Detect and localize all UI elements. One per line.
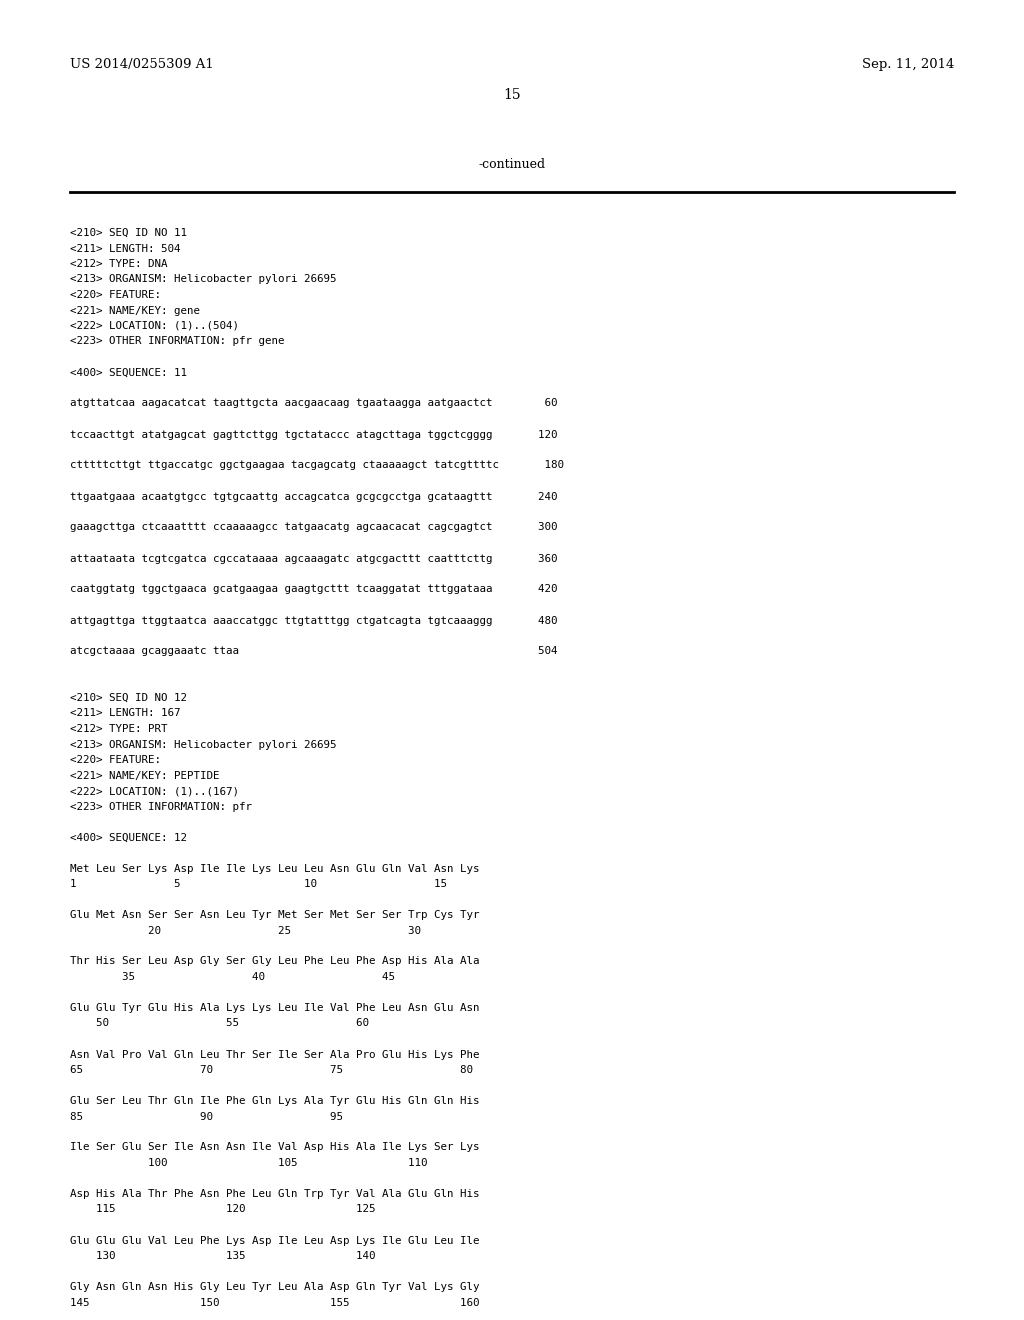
Text: Thr His Ser Leu Asp Gly Ser Gly Leu Phe Leu Phe Asp His Ala Ala: Thr His Ser Leu Asp Gly Ser Gly Leu Phe … [70, 957, 479, 966]
Text: caatggtatg tggctgaaca gcatgaagaa gaagtgcttt tcaaggatat tttggataaa       420: caatggtatg tggctgaaca gcatgaagaa gaagtgc… [70, 585, 557, 594]
Text: 130                 135                 140: 130 135 140 [70, 1251, 376, 1261]
Text: <213> ORGANISM: Helicobacter pylori 26695: <213> ORGANISM: Helicobacter pylori 2669… [70, 275, 337, 285]
Text: <400> SEQUENCE: 12: <400> SEQUENCE: 12 [70, 833, 187, 842]
Text: 115                 120                 125: 115 120 125 [70, 1204, 376, 1214]
Text: attgagttga ttggtaatca aaaccatggc ttgtatttgg ctgatcagta tgtcaaaggg       480: attgagttga ttggtaatca aaaccatggc ttgtatt… [70, 615, 557, 626]
Text: <222> LOCATION: (1)..(504): <222> LOCATION: (1)..(504) [70, 321, 239, 331]
Text: <221> NAME/KEY: PEPTIDE: <221> NAME/KEY: PEPTIDE [70, 771, 219, 780]
Text: <222> LOCATION: (1)..(167): <222> LOCATION: (1)..(167) [70, 785, 239, 796]
Text: gaaagcttga ctcaaatttt ccaaaaagcc tatgaacatg agcaacacat cagcgagtct       300: gaaagcttga ctcaaatttt ccaaaaagcc tatgaac… [70, 523, 557, 532]
Text: <211> LENGTH: 167: <211> LENGTH: 167 [70, 709, 180, 718]
Text: ctttttcttgt ttgaccatgc ggctgaagaa tacgagcatg ctaaaaagct tatcgttttc       180: ctttttcttgt ttgaccatgc ggctgaagaa tacgag… [70, 461, 564, 470]
Text: US 2014/0255309 A1: US 2014/0255309 A1 [70, 58, 214, 71]
Text: Asn Val Pro Val Gln Leu Thr Ser Ile Ser Ala Pro Glu His Lys Phe: Asn Val Pro Val Gln Leu Thr Ser Ile Ser … [70, 1049, 479, 1060]
Text: 20                  25                  30: 20 25 30 [70, 925, 421, 936]
Text: Ile Ser Glu Ser Ile Asn Asn Ile Val Asp His Ala Ile Lys Ser Lys: Ile Ser Glu Ser Ile Asn Asn Ile Val Asp … [70, 1143, 479, 1152]
Text: 100                 105                 110: 100 105 110 [70, 1158, 427, 1168]
Text: Asp His Ala Thr Phe Asn Phe Leu Gln Trp Tyr Val Ala Glu Gln His: Asp His Ala Thr Phe Asn Phe Leu Gln Trp … [70, 1189, 479, 1199]
Text: <220> FEATURE:: <220> FEATURE: [70, 755, 161, 766]
Text: 85                  90                  95: 85 90 95 [70, 1111, 343, 1122]
Text: <210> SEQ ID NO 12: <210> SEQ ID NO 12 [70, 693, 187, 704]
Text: 50                  55                  60: 50 55 60 [70, 1019, 369, 1028]
Text: <220> FEATURE:: <220> FEATURE: [70, 290, 161, 300]
Text: <210> SEQ ID NO 11: <210> SEQ ID NO 11 [70, 228, 187, 238]
Text: -continued: -continued [478, 158, 546, 172]
Text: 65                  70                  75                  80: 65 70 75 80 [70, 1065, 473, 1074]
Text: tccaacttgt atatgagcat gagttcttgg tgctataccc atagcttaga tggctcgggg       120: tccaacttgt atatgagcat gagttcttgg tgctata… [70, 429, 557, 440]
Text: Sep. 11, 2014: Sep. 11, 2014 [861, 58, 954, 71]
Text: 15: 15 [503, 88, 521, 102]
Text: <223> OTHER INFORMATION: pfr gene: <223> OTHER INFORMATION: pfr gene [70, 337, 285, 346]
Text: <221> NAME/KEY: gene: <221> NAME/KEY: gene [70, 305, 200, 315]
Text: <212> TYPE: DNA: <212> TYPE: DNA [70, 259, 168, 269]
Text: Gly Asn Gln Asn His Gly Leu Tyr Leu Ala Asp Gln Tyr Val Lys Gly: Gly Asn Gln Asn His Gly Leu Tyr Leu Ala … [70, 1282, 479, 1292]
Text: <400> SEQUENCE: 11: <400> SEQUENCE: 11 [70, 367, 187, 378]
Text: 1               5                   10                  15: 1 5 10 15 [70, 879, 447, 888]
Text: 35                  40                  45: 35 40 45 [70, 972, 395, 982]
Text: Glu Glu Glu Val Leu Phe Lys Asp Ile Leu Asp Lys Ile Glu Leu Ile: Glu Glu Glu Val Leu Phe Lys Asp Ile Leu … [70, 1236, 479, 1246]
Text: <213> ORGANISM: Helicobacter pylori 26695: <213> ORGANISM: Helicobacter pylori 2669… [70, 739, 337, 750]
Text: attaataata tcgtcgatca cgccataaaa agcaaagatc atgcgacttt caatttcttg       360: attaataata tcgtcgatca cgccataaaa agcaaag… [70, 553, 557, 564]
Text: Glu Met Asn Ser Ser Asn Leu Tyr Met Ser Met Ser Ser Trp Cys Tyr: Glu Met Asn Ser Ser Asn Leu Tyr Met Ser … [70, 909, 479, 920]
Text: ttgaatgaaa acaatgtgcc tgtgcaattg accagcatca gcgcgcctga gcataagttt       240: ttgaatgaaa acaatgtgcc tgtgcaattg accagca… [70, 491, 557, 502]
Text: <212> TYPE: PRT: <212> TYPE: PRT [70, 723, 168, 734]
Text: 145                 150                 155                 160: 145 150 155 160 [70, 1298, 479, 1308]
Text: atcgctaaaa gcaggaaatc ttaa                                              504: atcgctaaaa gcaggaaatc ttaa 504 [70, 647, 557, 656]
Text: atgttatcaa aagacatcat taagttgcta aacgaacaag tgaataagga aatgaactct        60: atgttatcaa aagacatcat taagttgcta aacgaac… [70, 399, 557, 408]
Text: Met Leu Ser Lys Asp Ile Ile Lys Leu Leu Asn Glu Gln Val Asn Lys: Met Leu Ser Lys Asp Ile Ile Lys Leu Leu … [70, 863, 479, 874]
Text: Glu Ser Leu Thr Gln Ile Phe Gln Lys Ala Tyr Glu His Gln Gln His: Glu Ser Leu Thr Gln Ile Phe Gln Lys Ala … [70, 1096, 479, 1106]
Text: <211> LENGTH: 504: <211> LENGTH: 504 [70, 243, 180, 253]
Text: <223> OTHER INFORMATION: pfr: <223> OTHER INFORMATION: pfr [70, 801, 252, 812]
Text: Glu Glu Tyr Glu His Ala Lys Lys Leu Ile Val Phe Leu Asn Glu Asn: Glu Glu Tyr Glu His Ala Lys Lys Leu Ile … [70, 1003, 479, 1012]
